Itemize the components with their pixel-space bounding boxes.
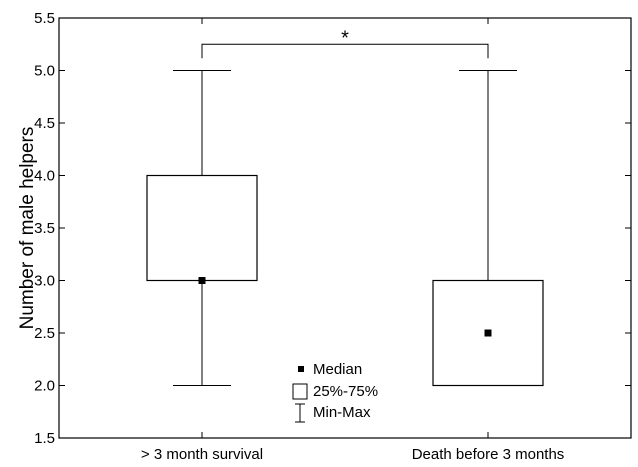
median-marker bbox=[198, 277, 206, 284]
box-series bbox=[146, 70, 544, 387]
y-tick-label: 5.5 bbox=[34, 10, 55, 27]
significance-label: * bbox=[341, 27, 349, 49]
legend-whisker-label: Min-Max bbox=[313, 404, 371, 421]
legend-box-symbol bbox=[292, 383, 308, 400]
y-tick-label: 4.0 bbox=[34, 168, 55, 185]
y-tick-label: 1.5 bbox=[34, 430, 55, 447]
x-tick-label: Death before 3 months bbox=[412, 446, 565, 463]
y-tick-label: 3.0 bbox=[34, 273, 55, 290]
significance-bracket: * bbox=[201, 27, 489, 59]
x-tick-label: > 3 month survival bbox=[141, 446, 263, 463]
legend-median-marker bbox=[298, 366, 304, 372]
y-tick-label: 4.5 bbox=[34, 115, 55, 132]
legend-box-label: 25%-75% bbox=[313, 383, 378, 400]
box-0 bbox=[146, 70, 258, 386]
y-tick-label: 5.0 bbox=[34, 63, 55, 80]
legend-median-label: Median bbox=[313, 361, 362, 378]
median-marker bbox=[484, 329, 492, 337]
box-1 bbox=[432, 70, 544, 387]
x-axis: > 3 month survival Death before 3 months bbox=[141, 18, 564, 463]
significance-line bbox=[201, 43, 489, 59]
y-axis-label: Number of male helpers bbox=[17, 127, 38, 330]
y-tick-label: 3.5 bbox=[34, 220, 55, 237]
y-axis: 1.5 2.0 2.5 3.0 3.5 4.0 4.5 5.0 5.5 bbox=[34, 10, 631, 447]
box-iqr bbox=[146, 174, 258, 282]
y-tick-label: 2.0 bbox=[34, 378, 55, 395]
legend: Median 25%-75% Min-Max bbox=[292, 361, 378, 423]
y-tick-label: 2.5 bbox=[34, 325, 55, 342]
